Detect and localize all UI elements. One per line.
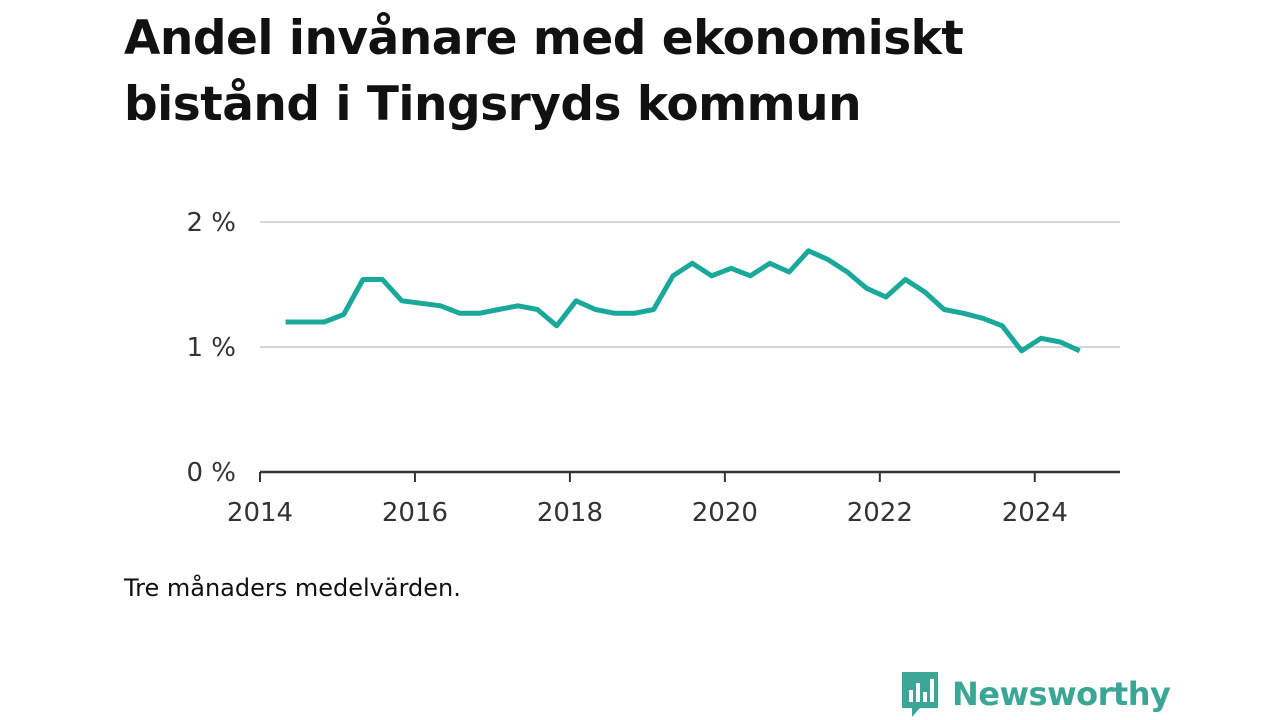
x-tick-label: 2018	[537, 498, 603, 528]
chart-footnote: Tre månaders medelvärden.	[124, 574, 461, 602]
x-tick-label: 2024	[1002, 498, 1068, 528]
x-tick-label: 2016	[382, 498, 448, 528]
gridlines	[260, 221, 1120, 348]
x-tick-label: 2020	[692, 498, 758, 528]
series-line-layer	[285, 248, 1081, 354]
brand-logo[interactable]: Newsworthy	[900, 668, 1171, 720]
x-tick-labels: 2014 2016 2018 2020 2022 2024	[227, 498, 1068, 528]
y-tick-label: 0 %	[186, 458, 236, 488]
newsworthy-logo-icon	[902, 672, 938, 717]
y-tick-labels: 0 % 1 % 2 %	[186, 208, 236, 488]
x-axis	[259, 470, 1120, 482]
chart-title: Andel invånare med ekonomiskt bistånd i …	[124, 11, 964, 132]
x-tick-label: 2022	[847, 498, 913, 528]
y-tick-label: 1 %	[186, 333, 236, 363]
series-line	[285, 248, 1081, 354]
y-tick-label: 2 %	[186, 208, 236, 238]
x-tick-label: 2014	[227, 498, 293, 528]
brand-name: Newsworthy	[952, 675, 1171, 713]
